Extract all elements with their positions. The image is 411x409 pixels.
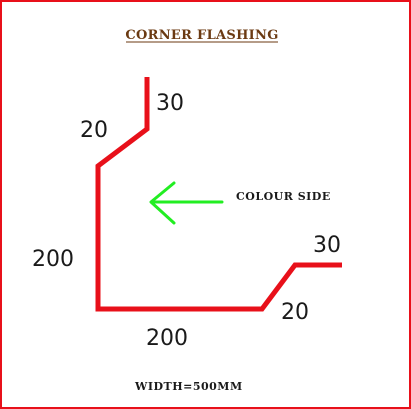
dimension-top-return: 30 [156, 91, 184, 116]
dimension-right-return: 30 [313, 233, 341, 258]
dimension-top-bend: 20 [80, 118, 108, 143]
flashing-profile [95, 77, 342, 312]
dimension-horizontal-leg: 200 [146, 326, 188, 351]
left-arrow-icon [149, 181, 224, 225]
dimension-vertical-leg: 200 [32, 247, 74, 272]
colour-side-label: COLOUR SIDE [236, 190, 331, 203]
dimension-right-bend: 20 [281, 300, 309, 325]
width-label: WIDTH=500MM [134, 380, 243, 393]
drawing-title: CORNER FLASHING [125, 28, 278, 43]
